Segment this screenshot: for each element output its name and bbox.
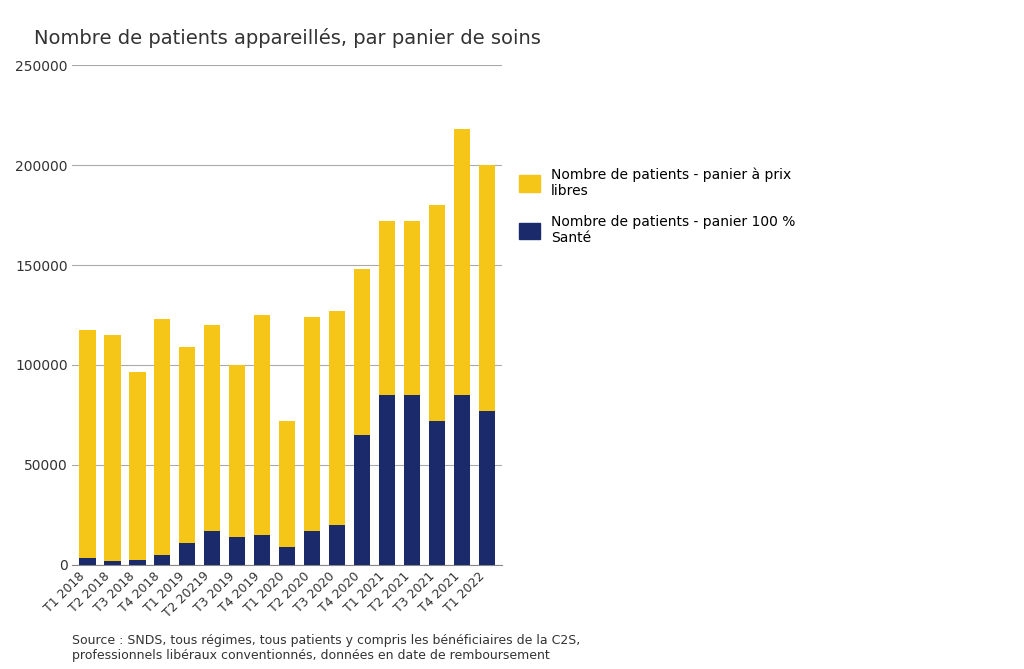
Bar (280, 547, 295, 565)
Bar (79, 558, 95, 565)
Bar (104, 335, 121, 561)
Bar (254, 315, 270, 535)
Bar (329, 311, 345, 524)
Bar (229, 537, 246, 565)
Bar (179, 543, 196, 565)
Bar (254, 535, 270, 565)
Bar (304, 317, 321, 531)
Bar (204, 325, 220, 531)
Bar (280, 421, 295, 547)
Bar (354, 435, 371, 565)
Bar (179, 347, 196, 543)
Bar (379, 221, 395, 395)
Bar (129, 372, 145, 560)
Bar (454, 129, 470, 395)
Bar (79, 330, 95, 558)
Bar (454, 395, 470, 565)
Bar (403, 221, 420, 395)
Bar (403, 395, 420, 565)
Legend: Nombre de patients - panier à prix
libres, Nombre de patients - panier 100 %
San: Nombre de patients - panier à prix libre… (513, 162, 801, 251)
Bar (479, 165, 495, 411)
Bar (479, 411, 495, 565)
Bar (429, 421, 445, 565)
Bar (155, 319, 170, 555)
Bar (104, 561, 121, 565)
Bar (354, 269, 371, 435)
Bar (155, 555, 170, 565)
Bar (129, 560, 145, 565)
Title: Nombre de patients appareillés, par panier de soins: Nombre de patients appareillés, par pani… (34, 28, 541, 48)
Text: Source : SNDS, tous régimes, tous patients y compris les bénéficiaires de la C2S: Source : SNDS, tous régimes, tous patien… (72, 634, 580, 662)
Bar (429, 205, 445, 421)
Bar (304, 531, 321, 565)
Bar (229, 365, 246, 537)
Bar (379, 395, 395, 565)
Bar (329, 524, 345, 565)
Bar (204, 531, 220, 565)
